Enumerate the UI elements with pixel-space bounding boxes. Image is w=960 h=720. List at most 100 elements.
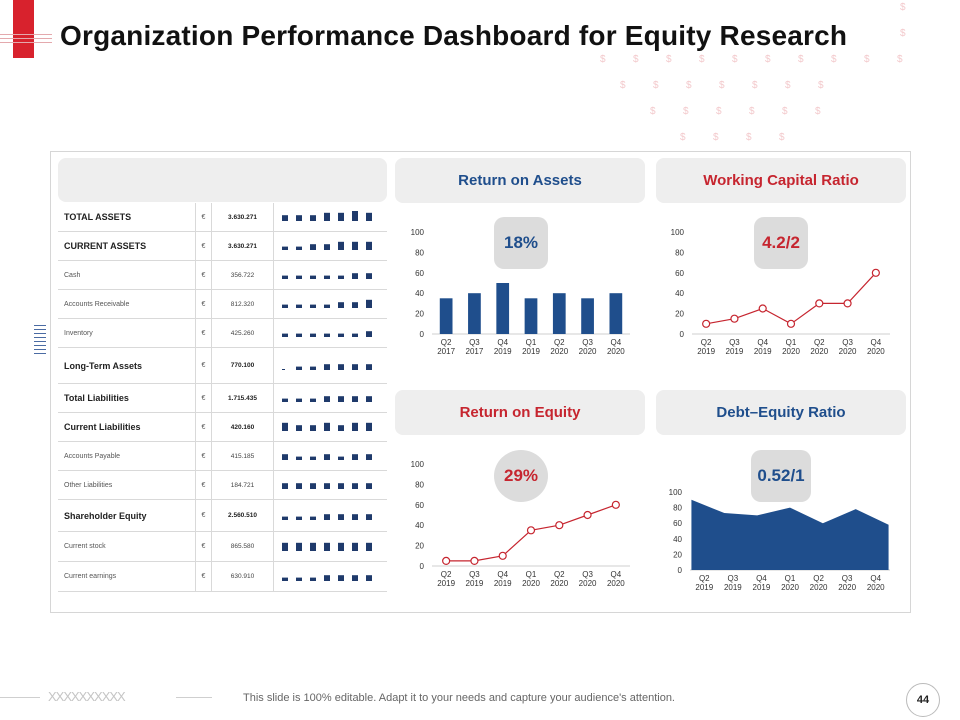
sparkline-bar — [324, 574, 330, 581]
data-point — [498, 551, 507, 560]
row-value: 420.160 — [211, 413, 273, 441]
sparkline-bar — [352, 483, 358, 489]
svg-text:$: $ — [650, 106, 656, 117]
sparkline-bar — [296, 366, 302, 370]
row-value: 415.185 — [211, 442, 273, 470]
sparkline-bar — [338, 241, 344, 250]
svg-text:$: $ — [782, 106, 788, 117]
sparkline-bar — [366, 299, 372, 308]
row-value: 1.715.435 — [211, 384, 273, 412]
sparkline-bar — [352, 422, 358, 431]
x-tick-label: Q3 2019 — [724, 574, 742, 592]
sparkline-bar — [310, 542, 316, 551]
row-label: Accounts Receivable — [64, 300, 130, 308]
y-tick-label: 100 — [411, 460, 425, 469]
sparkline-bar — [282, 422, 288, 431]
svg-text:$: $ — [716, 106, 722, 117]
sparkline-bar — [366, 542, 372, 551]
bar — [552, 293, 566, 334]
data-point — [526, 526, 536, 535]
data-point — [786, 319, 796, 328]
svg-text:$: $ — [815, 106, 821, 117]
row-value: 3.630.271 — [211, 232, 273, 260]
sparkline-bar — [324, 542, 330, 551]
data-point — [871, 268, 880, 277]
accent-bar — [13, 0, 34, 58]
svg-text:$: $ — [680, 132, 686, 143]
roe-card-title: Return on Equity — [395, 390, 645, 435]
svg-text:$: $ — [900, 2, 906, 13]
row-label: Inventory — [64, 329, 93, 337]
x-tick-label: Q4 2019 — [754, 338, 772, 356]
row-value: 3.630.271 — [211, 203, 273, 231]
table-row: Current Liabilities €420.160 — [58, 413, 387, 442]
row-value: 425.260 — [211, 319, 273, 347]
data-point — [470, 556, 479, 566]
sparkline-bar — [366, 422, 372, 431]
sparkline-bar — [282, 398, 288, 402]
row-label: Shareholder Equity — [64, 510, 147, 521]
y-tick-label: 80 — [415, 480, 424, 489]
row-currency: € — [195, 471, 211, 499]
row-label: Current Liabilities — [64, 422, 141, 432]
data-point — [555, 521, 564, 530]
x-tick-label: Q3 2020 — [838, 574, 856, 592]
sparkline-bar — [310, 516, 316, 520]
svg-text:$: $ — [818, 80, 824, 91]
y-tick-label: 80 — [675, 248, 684, 257]
sparkline-bar — [310, 275, 316, 279]
sparkline-bar — [324, 244, 330, 250]
row-currency: € — [195, 532, 211, 561]
row-currency: € — [195, 562, 211, 591]
svg-text:$: $ — [620, 80, 626, 91]
table-row: Accounts Payable €415.185 — [58, 442, 387, 471]
sparkline-bar — [352, 454, 358, 460]
svg-text:$: $ — [798, 54, 804, 65]
side-ticks-decoration — [34, 325, 46, 357]
x-tick-label: Q4 2020 — [867, 338, 885, 356]
sparkline-bar — [366, 574, 372, 581]
row-sparkline — [273, 232, 387, 260]
sparkline-bar — [324, 454, 330, 460]
wcr-chart: 0 20 40 60 80 100 Q2 2019 Q3 2019 Q4 2019 Q1 2020 Q2 20… — [671, 228, 890, 356]
row-currency: € — [195, 348, 211, 383]
sparkline-bar — [366, 454, 372, 460]
table-row: Shareholder Equity €2.560.510 — [58, 500, 387, 532]
y-tick-label: 20 — [415, 310, 424, 319]
row-value: 865.580 — [211, 532, 273, 561]
der-kpi: 0.52/1 — [751, 450, 811, 502]
sparkline-bar — [352, 574, 358, 581]
page-title: Organization Performance Dashboard for E… — [60, 20, 848, 51]
sparkline-bar — [296, 483, 302, 489]
y-tick-label: 60 — [673, 519, 682, 528]
x-tick-label: Q4 2020 — [607, 570, 625, 588]
bar — [468, 293, 481, 334]
sparkline-bar — [296, 542, 302, 551]
row-sparkline — [273, 442, 387, 470]
x-tick-label: Q3 2020 — [579, 570, 597, 588]
bar — [496, 283, 510, 334]
sparkline-bar — [324, 396, 330, 402]
sparkline-bar — [310, 333, 316, 337]
roe-kpi: 29% — [494, 450, 548, 502]
y-tick-label: 80 — [673, 504, 682, 513]
sparkline-bar — [282, 215, 288, 221]
y-tick-label: 40 — [673, 535, 682, 544]
table-row: Accounts Receivable €812.320 — [58, 290, 387, 319]
svg-text:$: $ — [765, 54, 771, 65]
row-label: Other Liabilities — [64, 481, 113, 489]
table-row: Inventory €425.260 — [58, 319, 387, 348]
data-point — [702, 319, 711, 328]
table-row: Cash €356.722 — [58, 261, 387, 290]
wcr-kpi: 4.2/2 — [754, 217, 808, 269]
svg-text:$: $ — [749, 106, 755, 117]
y-tick-label: 40 — [415, 289, 424, 298]
svg-text:$: $ — [633, 54, 639, 65]
sparkline-bar — [352, 513, 358, 520]
row-sparkline — [273, 290, 387, 318]
svg-text:$: $ — [683, 106, 689, 117]
x-tick-label: Q1 2020 — [522, 570, 540, 588]
x-tick-label: Q1 2020 — [781, 574, 799, 592]
x-tick-label: Q2 2017 — [437, 338, 455, 356]
svg-text:$: $ — [785, 80, 791, 91]
